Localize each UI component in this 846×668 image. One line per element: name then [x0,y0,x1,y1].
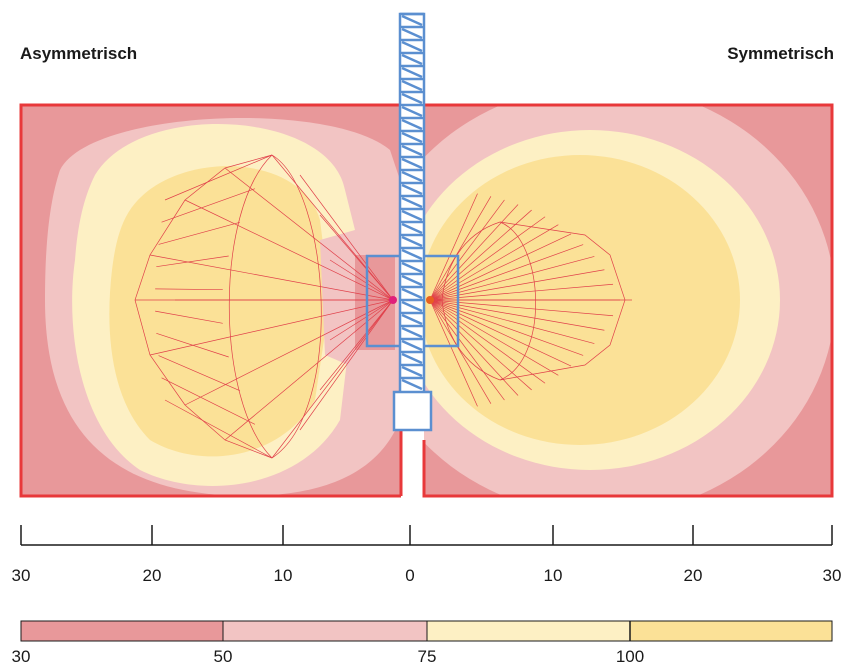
distance-scale [20,525,833,546]
mast [392,12,433,432]
symmetric-beam-wireframe [429,193,632,407]
legend-label-50: 50 [213,647,233,666]
mast-base [392,390,433,432]
scale-tick-label: 30 [822,566,842,585]
legend-swatch-30 [21,621,223,641]
legend-label-100: 100 [615,647,645,666]
legend-label-75: 75 [417,647,437,666]
legend-swatch-50 [223,621,427,641]
asymmetric-isolux-zones [21,105,401,496]
scale-tick-label: 10 [273,566,293,585]
frame-left [19,103,401,498]
zone-100-left [109,166,330,457]
scale-tick-label: 10 [543,566,563,585]
legend-bar [20,620,833,642]
title-asymmetric: Asymmetrisch [20,44,138,63]
title-symmetric: Symmetrisch [727,44,834,63]
scale-tick-label: 20 [683,566,703,585]
scale-tick-label: 0 [405,566,415,585]
light-source-right [426,296,434,304]
symmetric-isolux-zones [424,105,832,496]
legend-label-30: 30 [11,647,31,666]
light-source-left [389,296,397,304]
scale-tick-label: 20 [142,566,162,585]
legend-swatch-100 [630,621,832,641]
asymmetric-beam-wireframe [134,154,395,459]
scale-tick-label: 30 [11,566,31,585]
legend-swatch-75 [427,621,630,641]
